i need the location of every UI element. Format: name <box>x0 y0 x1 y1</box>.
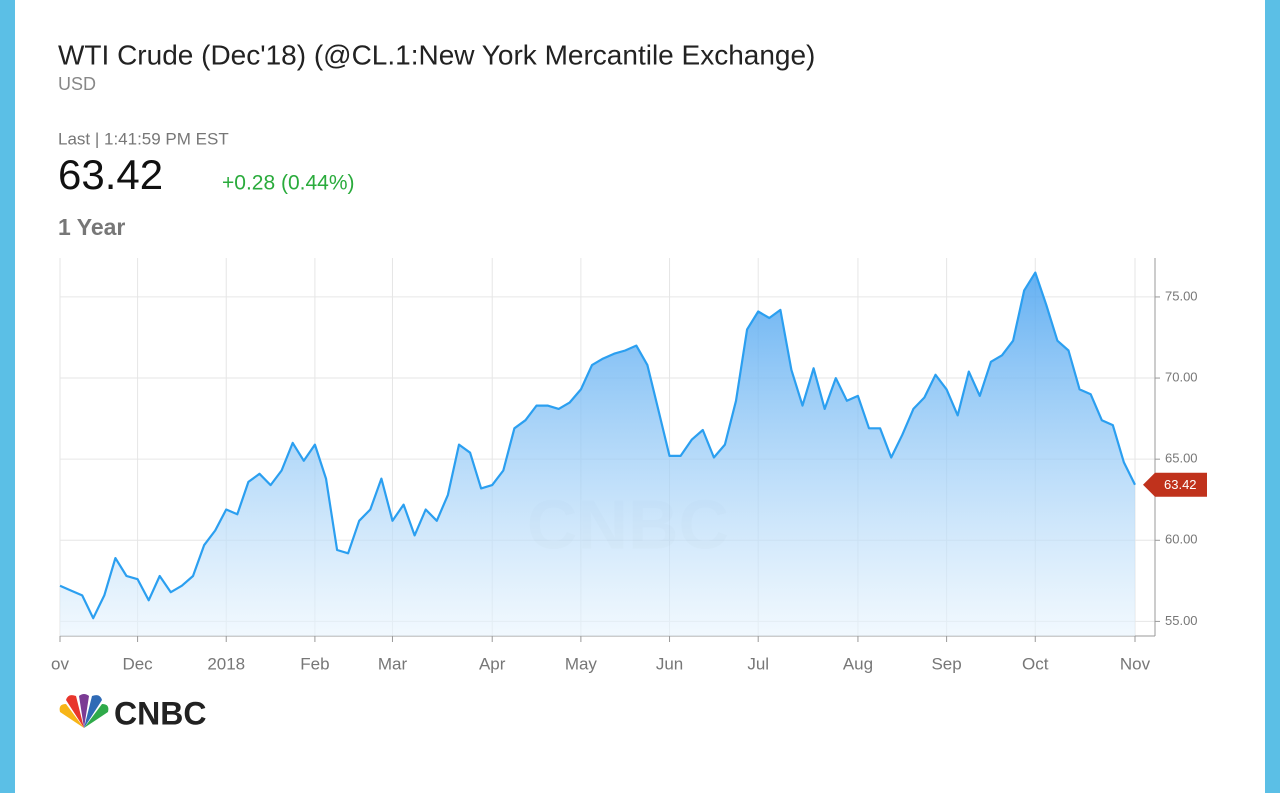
x-tick-label: Dec <box>122 654 153 673</box>
x-tick-label: Feb <box>300 654 329 673</box>
x-tick-label: May <box>565 654 598 673</box>
x-tick-label: Sep <box>931 654 961 673</box>
title: WTI Crude (Dec'18) (@CL.1:New York Merca… <box>58 39 815 70</box>
last-badge-label: 63.42 <box>1164 477 1197 492</box>
x-tick-label: 2018 <box>207 654 245 673</box>
price: 63.42 <box>58 151 163 198</box>
y-tick-label: 75.00 <box>1165 288 1198 303</box>
y-tick-label: 65.00 <box>1165 451 1198 466</box>
y-tick-label: 55.00 <box>1165 613 1198 628</box>
x-tick-label: ov <box>51 654 69 673</box>
last-badge <box>1143 472 1207 497</box>
left-border <box>0 0 15 793</box>
y-tick-label: 60.00 <box>1165 532 1198 547</box>
y-tick-label: 70.00 <box>1165 369 1198 384</box>
last-label: Last | 1:41:59 PM EST <box>58 129 229 148</box>
area <box>60 272 1135 636</box>
change: +0.28 (0.44%) <box>222 172 355 195</box>
currency: USD <box>58 74 96 94</box>
price-line <box>59 271 1136 620</box>
x-tick-label: Aug <box>843 654 873 673</box>
x-tick-label: Jul <box>747 654 769 673</box>
x-tick-label: Oct <box>1022 654 1049 673</box>
cnbc-peacock <box>59 694 109 728</box>
x-tick-label: Nov <box>1120 654 1151 673</box>
range: 1 Year <box>58 214 125 240</box>
x-tick-label: Jun <box>656 654 683 673</box>
right-border <box>1265 0 1280 793</box>
x-tick-label: Mar <box>378 654 408 673</box>
logo-text: CNBC <box>114 695 206 731</box>
x-tick-label: Apr <box>479 654 506 673</box>
